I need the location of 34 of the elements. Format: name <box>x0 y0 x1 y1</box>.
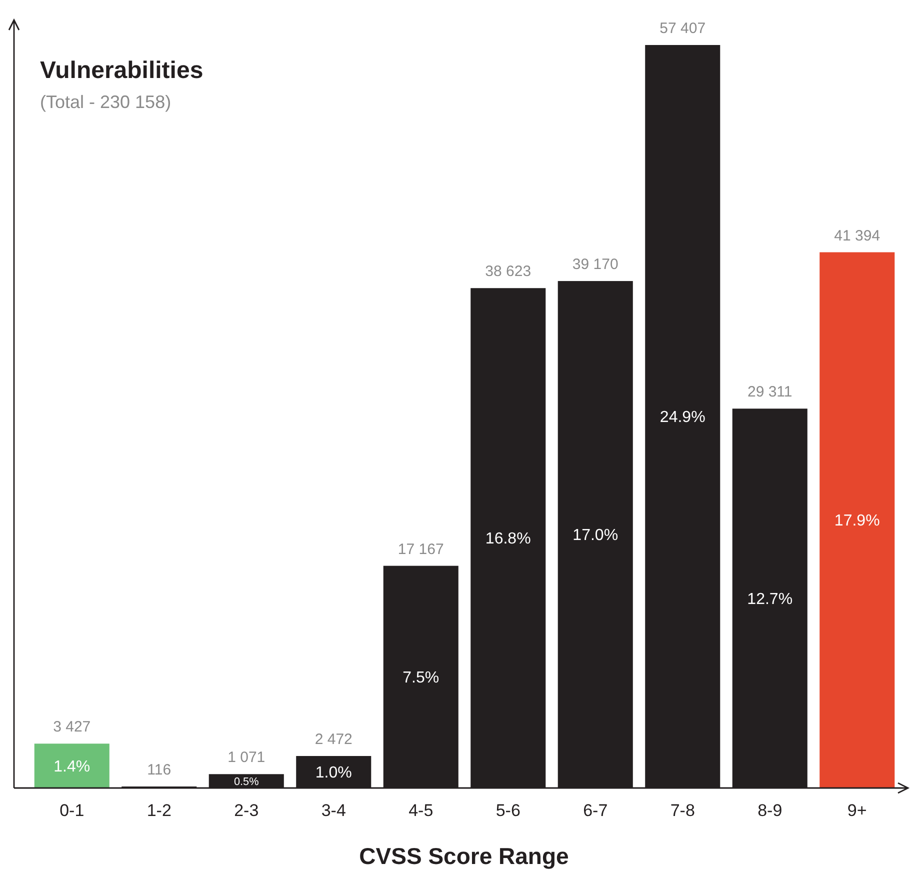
data-label: 2 472 <box>314 731 352 748</box>
annotation: 7.5% <box>402 670 440 687</box>
annotation: 0.5% <box>234 776 260 788</box>
annotation: 1.4% <box>54 758 90 776</box>
data-label: 116 <box>147 762 172 778</box>
x-tick-label: 0-1 <box>60 801 84 820</box>
data-label: 17 167 <box>398 540 444 558</box>
bar <box>820 252 895 788</box>
text: (Total - 230 158) <box>40 92 172 112</box>
annotation: 1.0% <box>315 764 352 782</box>
x-tick-label: 2-3 <box>234 801 259 820</box>
data-label: 39 170 <box>572 256 618 274</box>
x-tick-label: 5-6 <box>496 801 520 820</box>
annotation: 16.8% <box>485 530 531 548</box>
text: Vulnerabilities <box>40 57 204 84</box>
bar <box>34 744 110 788</box>
x-tick-label: 7-8 <box>670 801 695 820</box>
data-label: 57 407 <box>660 20 706 37</box>
x-tick-label: 1-2 <box>146 801 172 820</box>
data-label: 1 071 <box>228 749 266 766</box>
data-label: 3 427 <box>53 718 91 736</box>
x-tick-label: 8-9 <box>758 801 782 820</box>
data-label: 41 394 <box>834 227 880 244</box>
annotation: 17.0% <box>572 527 618 544</box>
x-tick-label: 9+ <box>847 801 867 820</box>
x-tick-label: 3-4 <box>321 801 346 820</box>
x-tick-label: 4-5 <box>408 801 434 820</box>
x-axis-title: CVSS Score Range <box>359 843 569 869</box>
annotation: 24.9% <box>660 409 706 426</box>
annotation: 17.9% <box>834 512 880 530</box>
data-label: 29 311 <box>747 384 792 401</box>
x-tick-label: 6-7 <box>583 801 608 820</box>
data-label: 38 623 <box>485 263 532 280</box>
annotation: 12.7% <box>747 590 793 608</box>
